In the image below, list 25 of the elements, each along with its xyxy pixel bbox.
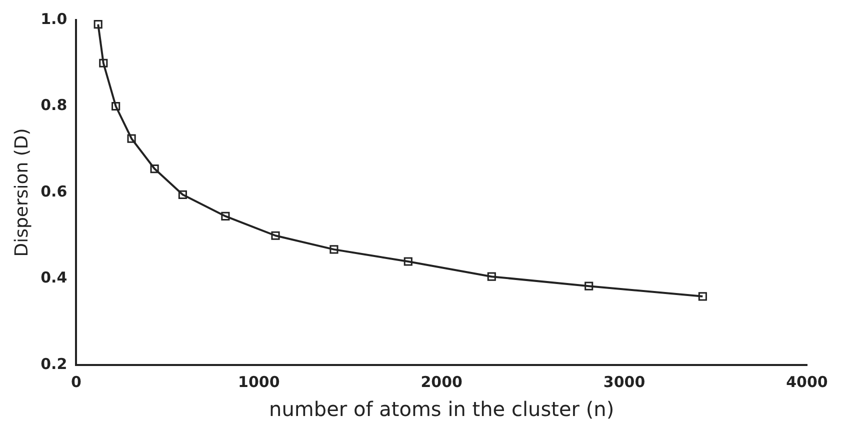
x-tick-label: 1000 — [238, 372, 280, 391]
point — [698, 292, 707, 301]
point — [127, 134, 136, 143]
point — [112, 102, 120, 111]
point — [271, 231, 280, 240]
point — [487, 272, 496, 281]
point — [330, 245, 338, 254]
x-tick-label: 3000 — [603, 372, 646, 391]
y-tick-label: 0.4 — [40, 268, 68, 287]
x-axis-title: number of atoms in the cluster (n) — [269, 397, 614, 422]
point — [404, 257, 412, 266]
y-tick-label: 1.0 — [40, 10, 68, 28]
y-tick-label: 0.6 — [40, 182, 68, 200]
y-tick-label: 0.2 — [40, 354, 68, 373]
point — [584, 282, 594, 290]
point — [94, 20, 102, 29]
x-tick-label: 0 — [70, 372, 82, 391]
point — [178, 190, 187, 199]
y-axis-title: Dispersion (D) — [11, 128, 32, 257]
y-tick-label: 0.8 — [40, 96, 68, 114]
x-tick-label: 4000 — [786, 372, 828, 391]
x-tick-label: 2000 — [420, 372, 462, 391]
point — [150, 164, 159, 174]
point — [99, 58, 108, 68]
point — [221, 212, 230, 221]
